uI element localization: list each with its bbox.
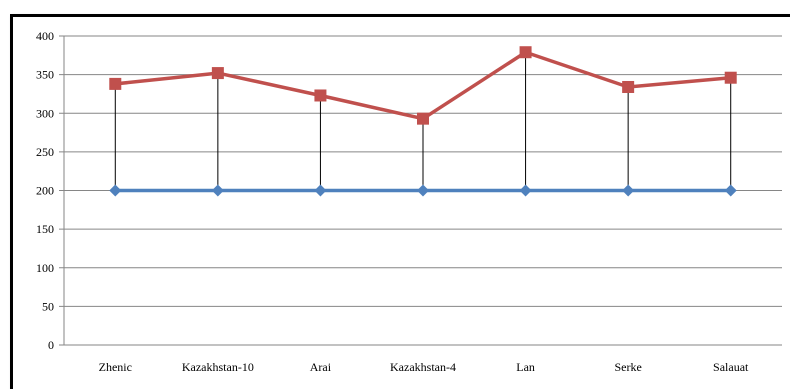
series-1-point <box>519 184 532 197</box>
y-tick-label: 150 <box>36 222 54 236</box>
x-tick-label: Zhenic <box>99 360 132 374</box>
y-tick-label: 350 <box>36 68 54 82</box>
y-tick-label: 300 <box>36 106 54 120</box>
y-tick-label: 200 <box>36 184 54 198</box>
x-tick-label: Arai <box>310 360 332 374</box>
y-tick-label: 100 <box>36 261 54 275</box>
chart-frame <box>10 14 790 389</box>
series-1-point <box>622 184 635 197</box>
series-0-point <box>109 77 122 90</box>
x-tick-label: Kazakhstan-4 <box>390 360 456 374</box>
series-1-point <box>417 184 429 197</box>
y-tick-label: 400 <box>36 29 54 43</box>
series-0-point <box>417 112 429 125</box>
series-1-point <box>109 184 122 197</box>
series-markers <box>109 46 737 197</box>
series-0-point <box>622 80 635 93</box>
y-tick-label: 0 <box>48 338 54 352</box>
series-0-point <box>211 67 224 80</box>
series-1-point <box>314 184 327 197</box>
series-1-point <box>724 184 737 197</box>
y-tick-label: 250 <box>36 145 54 159</box>
x-tick-label: Kazakhstan-10 <box>182 360 254 374</box>
x-tick-label: Salauat <box>713 360 749 374</box>
x-tick-label: Serke <box>614 360 641 374</box>
x-tick-labels: Zhenic Kazakhstan-10 Arai Kazakhstan-4 Lan Se… <box>99 360 749 374</box>
y-tick-label: 50 <box>42 299 54 313</box>
series-0-line <box>115 50 731 121</box>
series-0-point <box>724 71 737 84</box>
x-tick-label: Lan <box>516 360 535 374</box>
series-1-point <box>211 184 224 197</box>
drop-lines <box>114 52 732 191</box>
y-tick-labels: 0 50 100 150 200 250 300 350 400 <box>36 29 54 352</box>
series-0-point <box>519 46 532 59</box>
series-0-point <box>314 89 327 102</box>
